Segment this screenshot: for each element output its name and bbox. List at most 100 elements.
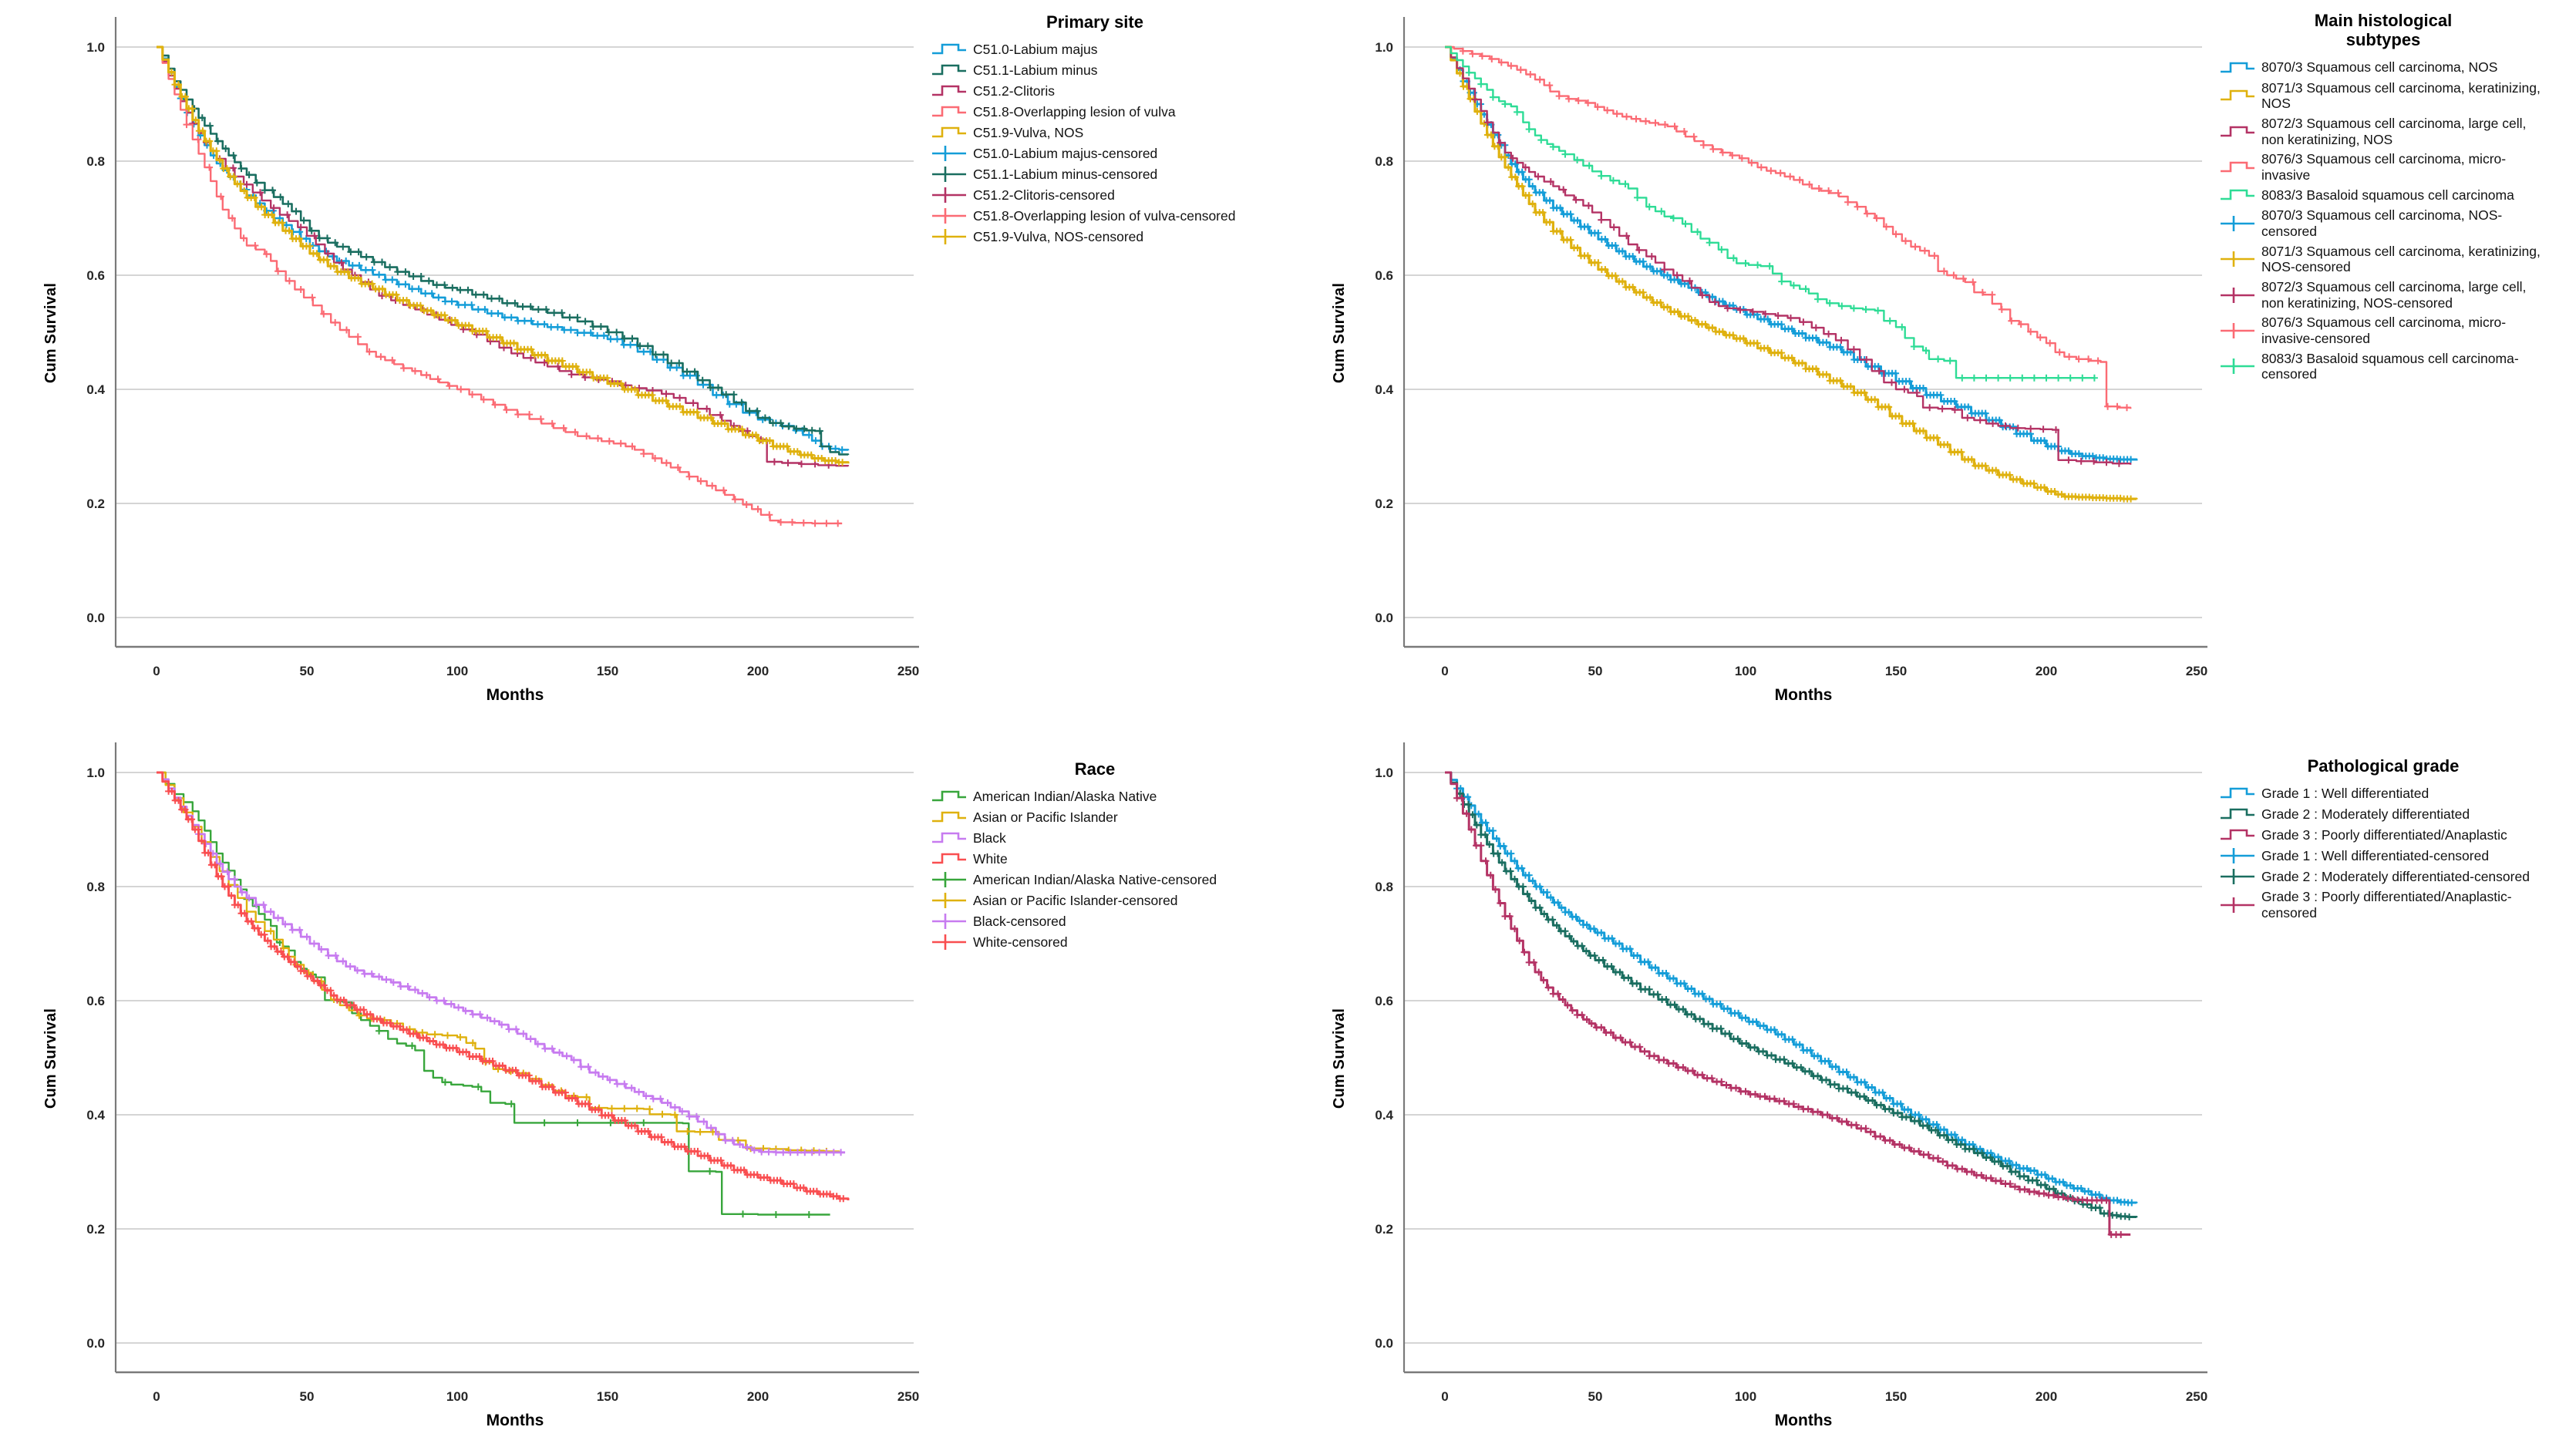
y-tick-label: 1.0 (86, 766, 105, 780)
x-axis-title: Months (486, 1412, 544, 1429)
x-tick-label: 150 (597, 1389, 618, 1404)
legend-item: C51.8-Overlapping lesion of vulva (931, 103, 1258, 120)
legend-item: C51.2-Clitoris-censored (931, 187, 1258, 204)
y-axis-title: Cum Survival (42, 282, 59, 384)
censor-marks (1453, 785, 2136, 1207)
survival-curve (157, 45, 850, 456)
legend-label: Asian or Pacific Islander-censored (973, 892, 1178, 908)
legend-item: American Indian/Alaska Native (931, 788, 1258, 805)
x-tick-label: 0 (1441, 1389, 1448, 1404)
legend-item: White (931, 850, 1258, 867)
legend-step-line-icon (2221, 161, 2254, 173)
survival-curve (157, 771, 830, 1216)
x-tick-label: 100 (446, 1389, 468, 1404)
censor-marks (1456, 69, 2135, 503)
legend-label: Asian or Pacific Islander (973, 809, 1118, 825)
panel-histological-subtypes: 0.0 0.2 0.4 0.6 0.8 1.0 0 50 100 150 200 250 Cum Su… (1288, 0, 2576, 725)
legend-censored-plus-icon (932, 208, 966, 224)
legend-item: White-censored (931, 934, 1258, 951)
legend-label: C51.9-Vulva, NOS-censored (973, 228, 1144, 244)
y-tick-label: 0.2 (86, 1222, 105, 1237)
plot-area-race: 0.0 0.2 0.4 0.6 0.8 1.0 0 50 100 150 200 250 (0, 725, 1288, 1450)
legend-label: C51.1-Labium minus-censored (973, 166, 1158, 182)
panel-pathological-grade: 0.0 0.2 0.4 0.6 0.8 1.0 0 50 100 150 200 250 Cum Su… (1288, 725, 2576, 1450)
legend-step-line-icon (932, 126, 966, 138)
legend-label: Grade 3 : Poorly differentiated/Anaplast… (2261, 826, 2507, 843)
legend-item: Black-censored (931, 913, 1258, 930)
survival-curve (1445, 45, 2138, 500)
legend-item: 8076/3 Squamous cell carcinoma, micro-in… (2220, 315, 2547, 346)
legend-item: 8070/3 Squamous cell carcinoma, NOS-cens… (2220, 207, 2547, 239)
legend-item: C51.9-Vulva, NOS (931, 124, 1258, 141)
legend-label: Grade 1 : Well differentiated-censored (2261, 847, 2490, 863)
y-tick-label: 1.0 (1375, 766, 1393, 780)
y-tick-label: 0.6 (86, 268, 105, 283)
legend-step-line-icon (932, 811, 966, 823)
km-plot-svg: 0.0 0.2 0.4 0.6 0.8 1.0 0 50 100 150 200 250 (86, 742, 919, 1404)
legend-item: 8072/3 Squamous cell carcinoma, large ce… (2220, 279, 2547, 311)
x-tick-label: 50 (300, 664, 315, 678)
legend-pathological-grade: Pathological grade Grade 1 : Well differ… (2220, 756, 2547, 925)
x-tick-label: 150 (1885, 664, 1907, 678)
legend-censored-plus-icon (932, 187, 966, 204)
x-tick-label: 150 (597, 664, 618, 678)
legend-step-line-icon (932, 832, 966, 843)
legend-label: C51.2-Clitoris (973, 82, 1055, 99)
legend-label: 8072/3 Squamous cell carcinoma, large ce… (2261, 115, 2527, 147)
legend-censored-plus-icon (2221, 251, 2254, 268)
legend-primary-site: Primary site C51.0-Labium majus C51.1-Lab… (931, 12, 1258, 249)
legend-step-line-icon (2221, 808, 2254, 820)
censor-marks (1471, 96, 2123, 467)
plot-area-histological-subtypes: 0.0 0.2 0.4 0.6 0.8 1.0 0 50 100 150 200 250 (1288, 0, 2576, 725)
legend-label: American Indian/Alaska Native (973, 788, 1157, 804)
legend-item: American Indian/Alaska Native-censored (931, 871, 1258, 888)
censor-marks (267, 927, 830, 1155)
legend-label: White-censored (973, 934, 1068, 950)
legend-step-line-icon (2221, 89, 2254, 101)
legend-censored-plus-icon (2221, 869, 2254, 885)
survival-curve (157, 771, 840, 1153)
legend-step-line-icon (932, 64, 966, 76)
y-tick-label: 0.0 (1375, 611, 1393, 625)
censor-marks (1453, 794, 2125, 1238)
legend-items: Grade 1 : Well differentiated Grade 2 : M… (2220, 785, 2547, 921)
x-tick-label: 0 (153, 664, 160, 678)
legend-censored-plus-icon (932, 893, 966, 909)
legend-title: Primary site (1046, 12, 1143, 32)
x-tick-label: 250 (2186, 664, 2207, 678)
legend-item: Grade 3 : Poorly differentiated/Anaplast… (2220, 889, 2547, 921)
survival-curve (157, 771, 850, 1200)
legend-step-line-icon (2221, 190, 2254, 200)
x-tick-label: 250 (897, 1389, 919, 1404)
plot-area-primary-site: 0.0 0.2 0.4 0.6 0.8 1.0 0 50 100 150 200 250 (0, 0, 1288, 725)
legend-item: 8072/3 Squamous cell carcinoma, large ce… (2220, 116, 2547, 147)
legend-censored-plus-icon (2221, 216, 2254, 232)
legend-censored-plus-icon (2221, 287, 2254, 303)
x-tick-label: 100 (1735, 664, 1756, 678)
y-tick-label: 0.0 (86, 611, 105, 625)
y-tick-label: 0.0 (1375, 1336, 1393, 1351)
x-axis-title: Months (1774, 1412, 1833, 1429)
legend-step-line-icon (932, 790, 966, 802)
survival-curve (1445, 45, 2132, 465)
censor-marks (189, 119, 833, 469)
censor-marks (183, 121, 842, 527)
x-tick-label: 200 (747, 664, 769, 678)
legend-step-line-icon (2221, 829, 2254, 840)
x-axis-title: Months (1774, 686, 1833, 704)
legend-step-line-icon (932, 106, 966, 117)
legend-item: Grade 1 : Well differentiated-censored (2220, 847, 2547, 864)
y-axis-title: Cum Survival (1331, 282, 1348, 384)
legend-step-line-icon (2221, 126, 2254, 136)
x-tick-label: 50 (1588, 1389, 1603, 1404)
y-tick-label: 1.0 (86, 40, 105, 55)
survival-curve (1445, 45, 2132, 409)
legend-label: C51.1-Labium minus (973, 62, 1098, 78)
legend-items: C51.0-Labium majus C51.1-Labium minus C51.… (931, 41, 1258, 245)
legend-step-line-icon (932, 853, 966, 864)
legend-item: Grade 3 : Poorly differentiated/Anaplast… (2220, 826, 2547, 843)
survival-curve (157, 45, 843, 525)
legend-label: 8070/3 Squamous cell carcinoma, NOS (2261, 59, 2498, 76)
legend-item: 8071/3 Squamous cell carcinoma, keratini… (2220, 80, 2547, 112)
